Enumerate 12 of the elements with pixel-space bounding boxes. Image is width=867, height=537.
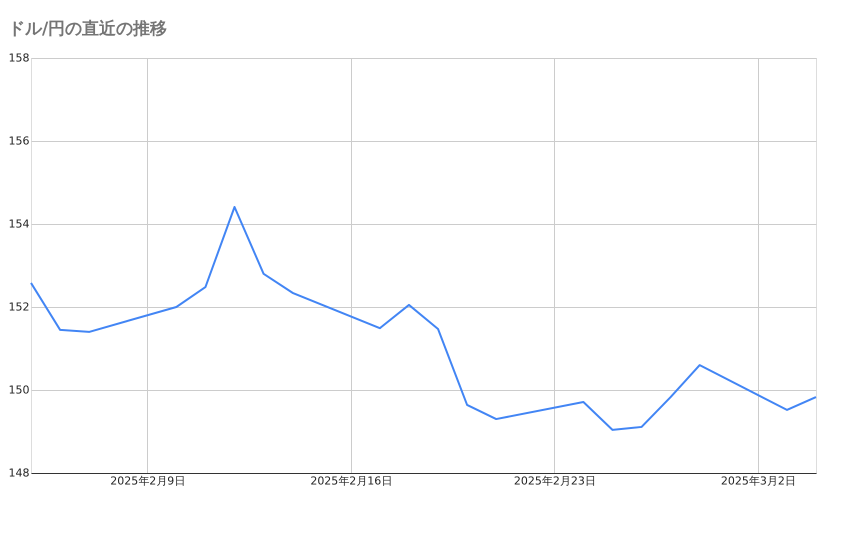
x-tick-label: 2025年3月2日 — [720, 474, 796, 488]
x-tick-label: 2025年2月23日 — [514, 474, 596, 488]
y-tick-label: 150 — [8, 384, 30, 396]
y-tick-label: 158 — [8, 52, 30, 64]
y-tick-label: 156 — [8, 134, 30, 148]
x-tick-label: 2025年2月9日 — [110, 474, 186, 488]
y-tick-label: 152 — [8, 300, 30, 314]
y-tick-label: 154 — [8, 218, 30, 230]
x-tick-label: 2025年2月16日 — [310, 474, 392, 488]
chart-title: ドル/円の直近の推移 — [8, 19, 168, 39]
line-series — [30, 206, 817, 431]
y-tick-label: 148 — [8, 466, 30, 480]
